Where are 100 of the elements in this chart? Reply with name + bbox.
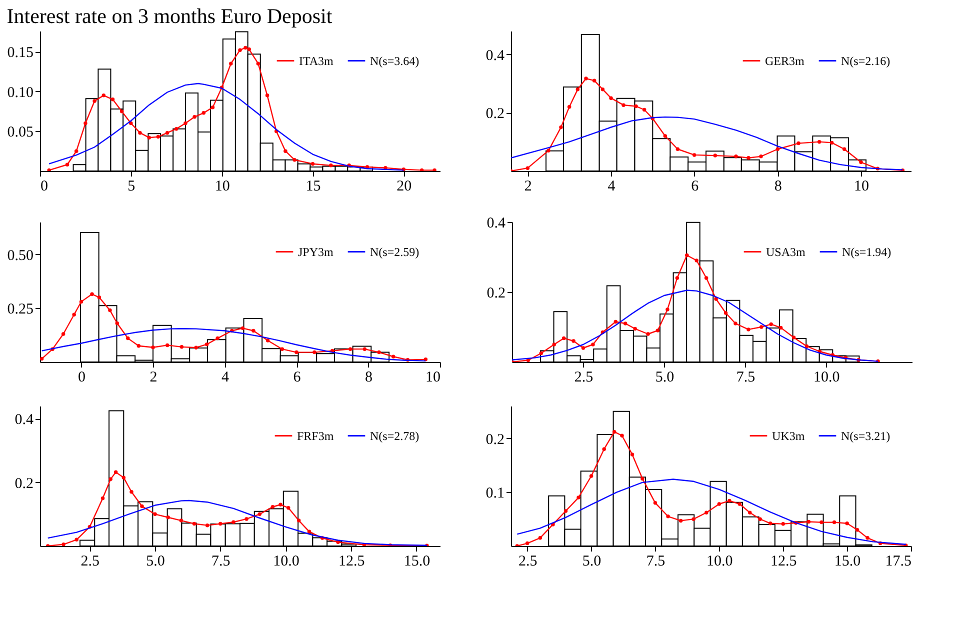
y-tick-label: 0.4 <box>14 412 34 428</box>
legend-label: ITA3m <box>299 54 334 68</box>
point <box>859 160 863 164</box>
point <box>612 430 616 434</box>
point <box>97 296 102 300</box>
x-tick-label: 6 <box>691 178 700 194</box>
point <box>192 522 196 526</box>
point <box>47 168 51 171</box>
point <box>90 292 94 296</box>
point <box>728 498 732 503</box>
point <box>642 108 646 112</box>
point <box>760 325 764 329</box>
point <box>646 332 650 336</box>
point <box>769 322 773 326</box>
point <box>633 326 637 331</box>
point <box>284 149 288 153</box>
point <box>432 168 436 171</box>
point <box>591 342 595 346</box>
point <box>74 149 78 153</box>
point <box>714 297 718 301</box>
y-tick-label: 0.05 <box>7 124 34 141</box>
point <box>600 87 605 92</box>
x-tick-label: 0 <box>40 178 48 194</box>
x-tick-label: 7.5 <box>646 554 666 570</box>
point <box>704 276 708 280</box>
point <box>830 140 834 145</box>
point <box>420 168 424 171</box>
point <box>114 470 118 474</box>
point <box>768 522 772 526</box>
x-tick-label: 0 <box>78 370 86 386</box>
x-tick-label: 17.5 <box>885 554 912 570</box>
point <box>329 164 333 168</box>
point <box>589 474 594 478</box>
x-tick-label: 5 <box>128 178 136 194</box>
point <box>100 496 105 500</box>
y-tick-label: 0.25 <box>7 302 34 318</box>
y-tick-label: 0.2 <box>486 432 504 448</box>
point <box>630 452 634 456</box>
point <box>202 111 206 115</box>
point <box>256 62 260 66</box>
x-tick-label: 12.5 <box>338 554 365 570</box>
point <box>676 147 680 151</box>
line-series <box>48 82 404 171</box>
x-tick-label: 2.5 <box>518 554 538 570</box>
point <box>348 347 352 351</box>
x-tick-label: 15 <box>306 178 321 194</box>
point <box>781 522 785 526</box>
legend-label: N(s=2.16) <box>841 54 890 68</box>
point <box>804 344 809 348</box>
point <box>663 134 668 138</box>
point <box>229 62 233 66</box>
x-tick-label: 15.0 <box>404 554 430 570</box>
x-tick-label: 10.0 <box>814 370 840 386</box>
point <box>165 130 170 135</box>
x-tick-label: 4 <box>222 370 230 386</box>
legend-label: GER3m <box>765 54 805 68</box>
point <box>678 518 683 523</box>
point <box>692 517 696 521</box>
line-series <box>516 478 906 545</box>
point <box>244 46 248 50</box>
point <box>817 140 822 144</box>
point <box>806 520 811 524</box>
point <box>174 126 178 131</box>
point <box>247 47 251 52</box>
point <box>623 322 628 326</box>
point <box>252 328 256 333</box>
point <box>310 162 315 166</box>
point <box>278 502 282 507</box>
point <box>244 517 248 521</box>
point <box>92 99 96 103</box>
point <box>640 476 644 481</box>
point <box>675 276 680 280</box>
y-tick-label: 0.15 <box>7 45 34 62</box>
point <box>738 502 742 506</box>
point <box>656 328 660 332</box>
point <box>232 520 236 524</box>
point <box>666 308 670 312</box>
point <box>204 342 209 346</box>
x-tick-label: 10.0 <box>706 554 733 570</box>
x-tick-label: 5.0 <box>655 370 674 386</box>
point <box>65 162 70 167</box>
point <box>592 78 596 82</box>
legend-label: N(s=3.64) <box>370 54 420 68</box>
point <box>855 528 860 532</box>
point <box>746 328 750 332</box>
point <box>153 512 157 516</box>
line-series <box>512 290 879 362</box>
point <box>820 520 824 524</box>
point <box>792 336 796 340</box>
point <box>581 346 586 350</box>
point <box>559 125 563 130</box>
point <box>584 76 588 80</box>
legend-label: USA3m <box>766 244 806 259</box>
point <box>845 522 849 526</box>
point <box>694 258 698 262</box>
point <box>292 158 296 162</box>
point <box>717 502 722 506</box>
point <box>653 501 658 505</box>
x-tick-label: 7.5 <box>212 554 230 570</box>
point <box>120 109 124 114</box>
